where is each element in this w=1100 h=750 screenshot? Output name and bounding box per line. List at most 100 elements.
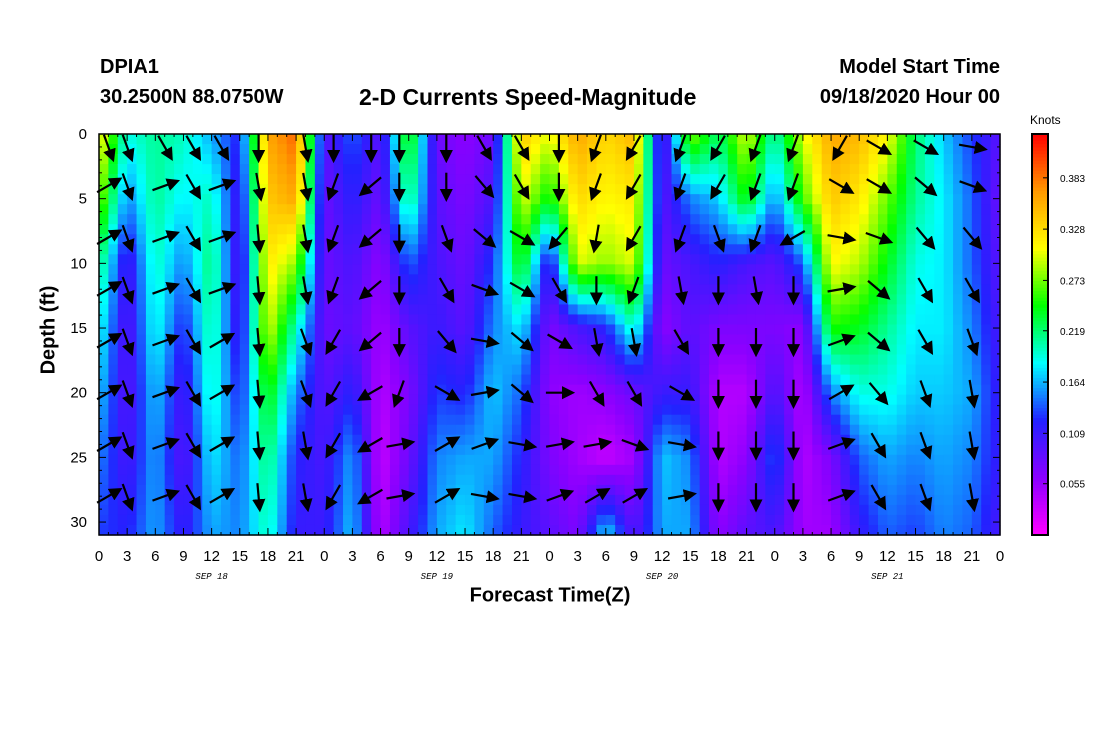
heat-cell	[511, 204, 522, 215]
heat-cell	[511, 184, 522, 195]
heat-cell	[568, 424, 579, 436]
heat-cell	[380, 234, 391, 245]
heat-cell	[202, 264, 213, 275]
heat-cell	[821, 304, 832, 316]
heat-cell	[587, 274, 598, 285]
heat-cell	[202, 234, 213, 245]
heat-cell	[108, 214, 119, 225]
heat-cell	[296, 404, 307, 416]
heat-cell	[511, 394, 522, 406]
heat-cell	[117, 354, 128, 366]
heat-cell	[446, 524, 457, 536]
heat-cell	[446, 504, 457, 516]
heat-cell	[746, 274, 757, 285]
heat-cell	[136, 494, 147, 506]
heat-cell	[596, 154, 607, 165]
heat-cell	[286, 464, 297, 476]
heat-cell	[793, 444, 804, 456]
heat-cell	[305, 384, 316, 396]
heat-cell	[249, 264, 260, 275]
heat-cell	[389, 334, 400, 346]
day-label: SEP 21	[871, 572, 903, 582]
current-vector	[546, 488, 575, 502]
heat-cell	[755, 324, 766, 336]
heat-cell	[202, 284, 213, 296]
heat-cell	[727, 394, 738, 406]
heat-cell	[277, 404, 288, 416]
heat-cell	[662, 514, 673, 526]
heat-cell	[558, 504, 569, 516]
heat-cell	[737, 524, 748, 536]
heat-cell	[239, 434, 250, 446]
heat-cell	[774, 134, 785, 145]
heat-cell	[286, 264, 297, 275]
heat-cell	[746, 354, 757, 366]
heat-cell	[483, 394, 494, 406]
heat-cell	[596, 314, 607, 326]
heat-cell	[371, 514, 382, 526]
heat-cell	[408, 344, 419, 356]
heat-cell	[990, 304, 1001, 316]
heat-cell	[530, 524, 541, 536]
heat-cell	[709, 424, 720, 436]
heat-cell	[577, 314, 588, 326]
heat-cell	[699, 384, 710, 396]
heat-cell	[211, 184, 222, 195]
heat-cell	[971, 434, 982, 446]
colorbar-segment	[1032, 524, 1048, 529]
heat-cell	[389, 204, 400, 215]
heat-cell	[812, 514, 823, 526]
heat-cell	[183, 344, 194, 356]
current-vector	[252, 483, 266, 513]
heat-cell	[793, 244, 804, 255]
heat-cell	[455, 134, 466, 145]
current-vector	[786, 173, 800, 202]
heat-cell	[868, 264, 879, 275]
heat-cell	[99, 344, 109, 356]
heat-cell	[887, 344, 898, 356]
heat-cell	[605, 254, 616, 265]
heat-cell	[192, 324, 203, 336]
heat-cell	[436, 144, 447, 155]
heat-cell	[155, 384, 166, 396]
heat-cell	[324, 134, 335, 145]
colorbar-segment	[1032, 214, 1048, 219]
x-tick-label: 0	[320, 548, 328, 565]
heat-cell	[493, 374, 504, 386]
heat-cell	[765, 424, 776, 436]
heat-cell	[277, 334, 288, 346]
heat-cell	[493, 194, 504, 205]
heat-cell	[493, 254, 504, 265]
heat-cell	[277, 284, 288, 296]
heat-cell	[108, 364, 119, 376]
heat-cell	[436, 304, 447, 316]
colorbar-segment	[1032, 511, 1048, 516]
colorbar-segment	[1032, 144, 1048, 148]
heat-cell	[389, 304, 400, 316]
heat-cell	[174, 164, 185, 175]
heat-cell	[680, 524, 691, 536]
heat-cell	[774, 154, 785, 165]
heat-cell	[812, 174, 823, 185]
heat-cell	[493, 214, 504, 225]
heat-cell	[934, 254, 945, 265]
heat-cell	[577, 134, 588, 145]
heat-cell	[840, 204, 851, 215]
heat-cell	[727, 454, 738, 466]
heat-cell	[267, 334, 278, 346]
heat-cell	[849, 354, 860, 366]
heat-cell	[821, 174, 832, 185]
heat-cell	[868, 374, 879, 386]
heat-cell	[990, 294, 1001, 306]
x-tick-label: 6	[827, 548, 835, 565]
x-tick-label: 21	[288, 548, 305, 565]
colorbar-segment	[1032, 254, 1048, 259]
heat-cell	[765, 374, 776, 386]
heat-cell	[117, 264, 128, 275]
heat-cell	[465, 224, 476, 235]
heat-cell	[436, 434, 447, 446]
heat-cell	[755, 374, 766, 386]
heat-cell	[671, 204, 682, 215]
heat-cell	[652, 214, 663, 225]
heat-cell	[511, 354, 522, 366]
